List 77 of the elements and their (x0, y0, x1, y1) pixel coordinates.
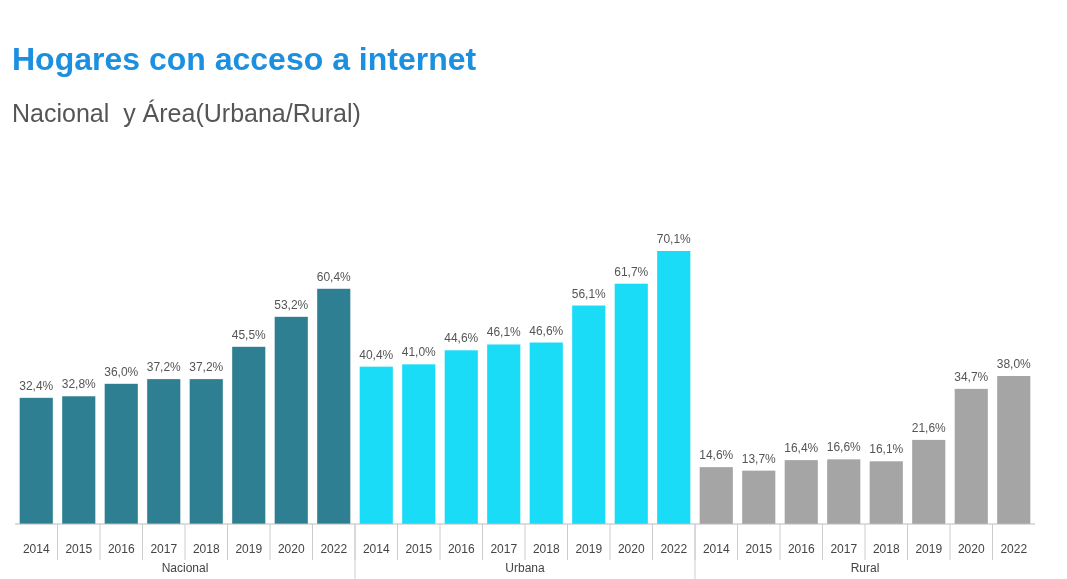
x-tick-label: 2022 (320, 542, 348, 556)
data-label: 40,4% (359, 347, 394, 362)
data-label: 21,6% (911, 420, 947, 435)
x-tick-label: 2015 (405, 542, 433, 556)
x-tick-label: 2016 (107, 542, 135, 556)
bar (869, 461, 903, 524)
data-label: 32,4% (19, 378, 54, 393)
data-label: 37,2% (146, 360, 182, 375)
x-tick-label: 2020 (277, 542, 305, 556)
data-label: 16,4% (784, 441, 819, 456)
text: Urbana (505, 561, 545, 575)
bar (444, 350, 478, 524)
x-tick-label: 2017 (150, 542, 178, 556)
bar (742, 470, 776, 524)
data-label: 16,1% (869, 442, 904, 457)
bar (104, 383, 138, 524)
x-tick-label: 2018 (192, 542, 220, 556)
x-tick-label: 2022 (660, 542, 688, 556)
bar (997, 376, 1031, 524)
x-tick-label: 2019 (575, 542, 603, 556)
x-tick-label: 2015 (745, 542, 773, 556)
data-label: 45,5% (231, 327, 267, 342)
bar (19, 397, 53, 524)
data-label: 44,6% (444, 331, 479, 346)
x-tick-label: 2019 (235, 542, 263, 556)
bar (529, 342, 563, 524)
bar (827, 459, 861, 524)
text: Nacional (161, 561, 209, 575)
x-tick-label: 2014 (702, 542, 730, 556)
data-label: 41,0% (401, 345, 437, 360)
x-tick-label: 2016 (787, 542, 815, 556)
data-label: 70,1% (656, 232, 692, 246)
bar (62, 396, 96, 524)
bar (487, 344, 521, 524)
x-tick-label: 2018 (532, 542, 560, 556)
x-tick-label: 2022 (1000, 542, 1028, 556)
data-label: 14,6% (699, 448, 734, 463)
bar (572, 305, 606, 524)
data-label: 36,0% (104, 364, 139, 379)
x-tick-label: 2015 (65, 542, 93, 556)
x-tick-label: 2014 (22, 542, 50, 556)
data-label: 37,2% (189, 360, 224, 375)
bar (954, 388, 988, 524)
bar (274, 316, 308, 524)
data-label: 38,0% (996, 357, 1032, 372)
x-tick-label: 2020 (617, 542, 645, 556)
x-tick-label: 2019 (915, 542, 943, 556)
chart-title: Hogares con acceso a internet (12, 41, 477, 77)
bar (402, 364, 436, 524)
x-tick-label: 2017 (490, 542, 518, 556)
bar (359, 366, 393, 524)
bar (699, 467, 733, 524)
data-label: 53,2% (274, 297, 309, 312)
data-label: 32,8% (61, 377, 97, 392)
chart-subtitle: Nacional y Área(Urbana/Rural) (12, 99, 361, 127)
bar (912, 439, 946, 524)
x-tick-label: 2018 (872, 542, 900, 556)
data-label: 16,6% (826, 440, 862, 455)
data-label: 46,1% (486, 325, 522, 340)
x-tick-label: 2016 (447, 542, 475, 556)
bar (317, 288, 351, 524)
data-label: 61,7% (614, 264, 649, 279)
bar (657, 251, 691, 524)
data-label: 34,7% (954, 369, 989, 384)
data-label: 46,6% (529, 323, 564, 338)
data-label: 56,1% (571, 286, 607, 301)
bar (614, 283, 648, 524)
x-tick-label: 2014 (362, 542, 390, 556)
bar (784, 460, 818, 524)
bar (147, 379, 181, 524)
text: Rural (850, 561, 880, 575)
data-label: 60,4% (316, 269, 352, 284)
data-label: 13,7% (741, 451, 777, 466)
bar (232, 346, 266, 524)
x-tick-label: 2020 (957, 542, 985, 556)
x-tick-label: 2017 (830, 542, 858, 556)
bar (189, 379, 223, 524)
